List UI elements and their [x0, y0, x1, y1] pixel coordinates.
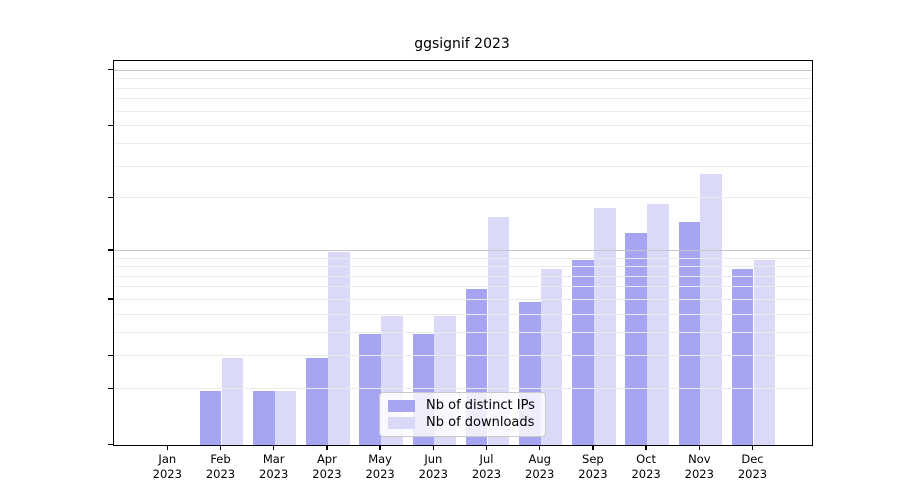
- bar-downloads-sep-2023: [593, 207, 616, 445]
- y-tick-mark-2: [108, 354, 113, 357]
- bar-downloads-apr-2023: [327, 252, 350, 445]
- legend-swatch-downloads: [388, 417, 415, 430]
- x-tick-mark-7: [485, 445, 488, 451]
- bar-distinct-ips-sep-2023: [572, 260, 594, 445]
- bar-downloads-oct-2023: [647, 203, 669, 445]
- x-tick-label-apr-2023: Apr 2023: [312, 452, 342, 481]
- x-tick-mark-4: [326, 445, 328, 451]
- x-tick-label-sep-2023: Sep 2023: [578, 452, 608, 481]
- x-tick-mark-9: [592, 445, 594, 451]
- legend-label-downloads: Nb of downloads: [426, 415, 535, 431]
- plot-area: Nb of distinct IPs Nb of downloads: [113, 60, 813, 446]
- x-tick-label-may-2023: May 2023: [365, 452, 395, 481]
- x-tick-mark-1: [166, 445, 168, 451]
- x-tick-label-dec-2023: Dec 2023: [737, 452, 768, 481]
- x-tick-label-feb-2023: Feb 2023: [205, 452, 236, 481]
- chart-title: ggsignif 2023: [414, 36, 510, 52]
- bar-distinct-ips-dec-2023: [731, 268, 754, 445]
- legend-item-downloads: Nb of downloads: [388, 415, 537, 432]
- x-tick-label-aug-2023: Aug 2023: [525, 452, 555, 481]
- legend-item-distinct-ips: Nb of distinct IPs: [388, 397, 537, 414]
- x-tick-mark-11: [698, 445, 700, 451]
- bar-downloads-jul-2023: [487, 216, 510, 445]
- bar-distinct-ips-oct-2023: [625, 232, 648, 445]
- x-tick-label-nov-2023: Nov 2023: [684, 452, 714, 481]
- bar-distinct-ips-mar-2023: [252, 390, 275, 445]
- y-tick-mark-0: [108, 444, 113, 446]
- y-tick-mark-50: [108, 124, 113, 126]
- x-tick-mark-10: [645, 445, 647, 451]
- y-tick-mark-10: [108, 249, 113, 251]
- x-tick-label-jan-2023: Jan 2023: [152, 452, 182, 481]
- y-tick-mark-1: [108, 387, 113, 389]
- x-tick-mark-12: [751, 445, 754, 451]
- bar-distinct-ips-nov-2023: [678, 221, 701, 445]
- y-tick-mark-5: [108, 298, 113, 300]
- x-tick-mark-2: [219, 445, 222, 451]
- legend: Nb of distinct IPs Nb of downloads: [379, 392, 546, 437]
- x-tick-label-jun-2023: Jun 2023: [418, 452, 448, 481]
- legend-label-distinct-ips: Nb of distinct IPs: [426, 397, 535, 413]
- bar-downloads-feb-2023: [221, 357, 244, 445]
- bar-distinct-ips-apr-2023: [306, 357, 328, 445]
- y-tick-mark-20: [108, 196, 113, 199]
- x-tick-mark-3: [273, 445, 275, 451]
- bar-distinct-ips-feb-2023: [199, 390, 222, 445]
- bar-downloads-mar-2023: [274, 390, 297, 445]
- bar-downloads-nov-2023: [700, 173, 723, 445]
- bar-distinct-ips-may-2023: [359, 334, 382, 445]
- x-tick-label-jul-2023: Jul 2023: [471, 452, 502, 481]
- x-tick-label-mar-2023: Mar 2023: [259, 452, 289, 481]
- bar-downloads-aug-2023: [540, 268, 563, 445]
- legend-swatch-distinct-ips: [388, 399, 415, 412]
- x-tick-mark-8: [539, 445, 541, 451]
- bars-layer: [114, 61, 812, 445]
- bar-downloads-dec-2023: [753, 260, 776, 445]
- x-tick-mark-5: [379, 445, 381, 451]
- x-tick-label-oct-2023: Oct 2023: [631, 452, 661, 481]
- y-tick-mark-100: [108, 69, 113, 71]
- x-tick-mark-6: [432, 445, 434, 451]
